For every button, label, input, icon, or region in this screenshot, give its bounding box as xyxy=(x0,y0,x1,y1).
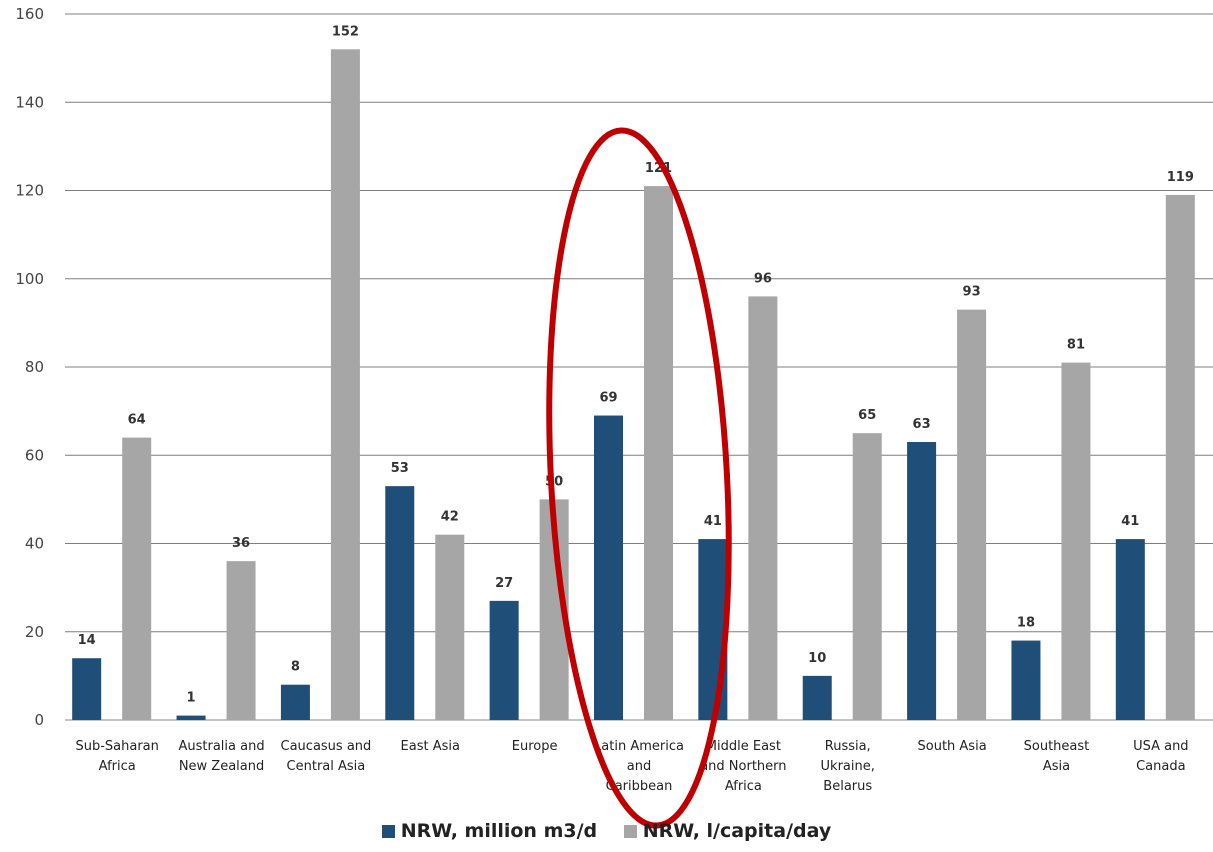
category-label-line: and xyxy=(627,759,651,774)
category-label-line: USA and xyxy=(1133,739,1189,754)
data-label-series-2-7: 65 xyxy=(858,408,876,423)
category-label-line: and Northern xyxy=(700,759,786,774)
category-label-1: Australia and New Zealand xyxy=(178,739,264,774)
category-label-9: Southeast Asia xyxy=(1024,739,1090,774)
bar-series-2-7 xyxy=(852,433,882,720)
data-label-series-1-1: 1 xyxy=(187,691,196,706)
data-label-series-1-3: 53 xyxy=(391,461,409,476)
data-label-series-1-9: 18 xyxy=(1017,616,1035,631)
highlight-ellipse xyxy=(546,127,732,829)
y-tick-label-60: 60 xyxy=(25,446,44,464)
data-label-series-1-6: 41 xyxy=(704,514,722,529)
legend-item-series-1: NRW, million m3/d xyxy=(381,820,598,842)
category-label-0: Sub-Saharan Africa xyxy=(75,739,158,774)
category-label-line: Central Asia xyxy=(287,759,366,774)
data-label-series-2-1: 36 xyxy=(232,536,250,551)
category-label-line: Asia xyxy=(1043,759,1070,774)
bar-series-1-10 xyxy=(1115,539,1145,720)
category-label-6: Middle East and Northern Africa xyxy=(700,739,786,794)
category-label-10: USA and Canada xyxy=(1133,739,1189,774)
category-label-line: Europe xyxy=(512,739,558,754)
category-label-line: Middle East xyxy=(706,739,781,754)
data-label-series-2-10: 119 xyxy=(1167,170,1194,185)
category-label-line: Africa xyxy=(99,759,136,774)
legend-swatch-series-2 xyxy=(623,824,637,838)
bar-series-2-6 xyxy=(748,296,778,720)
data-label-series-1-2: 8 xyxy=(291,660,300,675)
y-tick-label-160: 160 xyxy=(15,5,44,23)
category-label-3: East Asia xyxy=(401,739,460,754)
data-label-series-2-0: 64 xyxy=(128,413,146,428)
category-label-line: Africa xyxy=(725,779,762,794)
data-labels: 1418532769411063184164361524250121966593… xyxy=(78,24,1194,705)
category-label-4: Europe xyxy=(512,739,558,754)
legend: NRW, million m3/d NRW, l/capita/day xyxy=(0,820,1213,843)
category-label-line: South Asia xyxy=(918,739,987,754)
y-tick-label-100: 100 xyxy=(15,270,44,288)
bar-series-1-1 xyxy=(176,715,206,720)
category-label-line: Latin America xyxy=(594,739,684,754)
y-tick-label-20: 20 xyxy=(25,623,44,641)
legend-label-series-2: NRW, l/capita/day xyxy=(642,820,832,842)
category-label-line: Canada xyxy=(1136,759,1185,774)
bar-series-1-9 xyxy=(1011,640,1041,720)
category-label-5: Latin America and Caribbean xyxy=(594,739,684,794)
y-tick-label-120: 120 xyxy=(15,182,44,200)
data-label-series-2-2: 152 xyxy=(332,24,359,39)
category-labels: Sub-Saharan Africa Australia and New Zealan… xyxy=(75,739,1188,794)
bars xyxy=(72,49,1195,721)
category-label-7: Russia, Ukraine, Belarus xyxy=(821,739,875,794)
category-label-8: South Asia xyxy=(918,739,987,754)
data-label-series-2-3: 42 xyxy=(441,510,459,525)
annotation xyxy=(546,127,732,829)
bar-series-1-5 xyxy=(594,415,623,720)
bar-series-1-4 xyxy=(489,600,519,720)
data-label-series-1-7: 10 xyxy=(808,651,826,666)
bar-series-1-7 xyxy=(802,675,832,720)
category-label-line: Southeast xyxy=(1024,739,1090,754)
category-label-line: Ukraine, xyxy=(821,759,875,774)
bar-series-1-6 xyxy=(698,539,728,720)
bar-series-2-0 xyxy=(122,437,152,720)
category-label-line: East Asia xyxy=(401,739,460,754)
y-tick-label-0: 0 xyxy=(34,711,44,729)
data-label-series-2-9: 81 xyxy=(1067,338,1085,353)
bar-series-1-8 xyxy=(907,442,937,720)
bar-series-2-1 xyxy=(226,561,256,720)
bar-series-1-2 xyxy=(280,684,310,720)
category-label-line: New Zealand xyxy=(179,759,264,774)
legend-item-series-2: NRW, l/capita/day xyxy=(623,820,832,842)
legend-swatch-series-1 xyxy=(381,824,395,838)
data-label-series-1-0: 14 xyxy=(78,633,96,648)
category-label-line: Russia, xyxy=(825,739,871,754)
bar-series-2-2 xyxy=(330,49,360,721)
bar-series-1-0 xyxy=(72,658,102,720)
bar-series-2-5 xyxy=(644,186,673,720)
legend-label-series-1: NRW, million m3/d xyxy=(400,820,598,842)
bar-series-2-9 xyxy=(1061,362,1091,720)
gridlines xyxy=(65,13,1213,721)
bar-series-1-3 xyxy=(385,486,415,720)
category-label-line: Sub-Saharan xyxy=(75,739,158,754)
data-label-series-1-10: 41 xyxy=(1121,514,1139,529)
y-tick-label-40: 40 xyxy=(25,535,44,553)
bar-series-2-3 xyxy=(435,534,465,720)
data-label-series-1-5: 69 xyxy=(599,391,617,406)
bar-series-2-8 xyxy=(957,309,987,720)
data-label-series-1-4: 27 xyxy=(495,576,513,591)
data-label-series-2-6: 96 xyxy=(754,271,772,286)
y-tick-label-140: 140 xyxy=(15,93,44,111)
bar-series-2-10 xyxy=(1165,194,1195,721)
data-label-series-2-8: 93 xyxy=(963,285,981,300)
category-label-line: Belarus xyxy=(823,779,872,794)
data-label-series-1-8: 63 xyxy=(913,417,931,432)
y-axis-ticks: 0 20 40 60 80 100 120 140 160 xyxy=(15,5,44,729)
category-label-2: Caucasus and Central Asia xyxy=(281,739,372,774)
category-label-line: Caucasus and xyxy=(281,739,372,754)
category-label-line: Caribbean xyxy=(606,779,673,794)
y-tick-label-80: 80 xyxy=(25,358,44,376)
category-label-line: Australia and xyxy=(178,739,264,754)
